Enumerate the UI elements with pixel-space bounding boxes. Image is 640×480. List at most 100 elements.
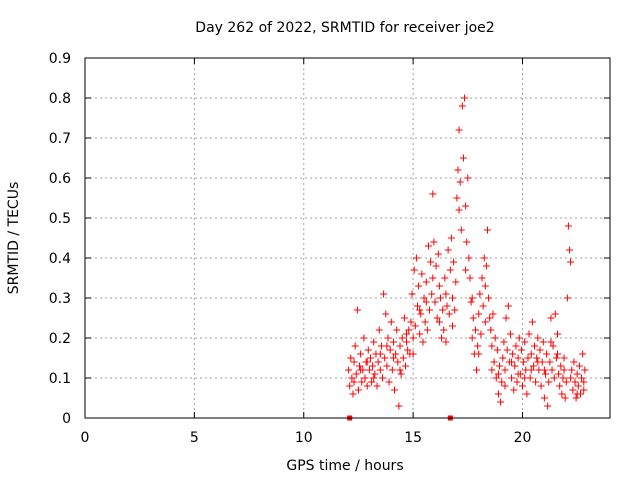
data-point [476, 290, 484, 298]
data-point [562, 378, 570, 386]
data-point [532, 378, 540, 386]
data-point [466, 274, 474, 282]
data-point [572, 394, 580, 402]
data-point [350, 378, 358, 386]
data-point [479, 302, 487, 310]
data-point [438, 334, 446, 342]
data-point [395, 402, 403, 410]
data-point [365, 366, 373, 374]
data-point [370, 374, 378, 382]
data-point [421, 318, 429, 326]
data-point [578, 374, 586, 382]
data-point [416, 330, 424, 338]
data-point [346, 382, 354, 390]
data-point [401, 362, 409, 370]
data-point [581, 366, 589, 374]
data-point [361, 374, 369, 382]
x-tick-label: 20 [514, 430, 532, 446]
data-point [414, 302, 421, 310]
data-point [536, 346, 544, 354]
data-point [417, 310, 425, 318]
y-axis-label: SRMTID / TECUs [6, 182, 22, 295]
data-point [521, 374, 529, 382]
x-tick-label: 10 [295, 430, 313, 446]
data-point [393, 326, 401, 334]
data-point [493, 346, 501, 354]
data-point [561, 394, 569, 402]
data-point [422, 298, 430, 306]
data-point [357, 366, 365, 374]
data-point [494, 390, 502, 398]
y-tick-label: 0.6 [49, 171, 71, 187]
data-point [550, 374, 558, 382]
data-point [420, 294, 428, 302]
data-point [508, 374, 516, 382]
data-point [380, 290, 388, 298]
data-point [389, 338, 397, 346]
data-point [490, 358, 498, 366]
data-point [540, 366, 548, 374]
data-point [574, 382, 582, 390]
data-point [465, 254, 473, 262]
data-point [394, 358, 402, 366]
data-point [384, 334, 392, 342]
data-point [435, 318, 443, 326]
data-point [396, 366, 404, 374]
data-point [398, 334, 406, 342]
data-point [387, 318, 395, 326]
data-point [347, 354, 355, 362]
data-point [405, 326, 413, 334]
data-point [435, 282, 443, 290]
data-point [356, 362, 364, 370]
data-point [488, 342, 496, 350]
data-point [520, 358, 528, 366]
data-point [571, 378, 579, 386]
data-point [487, 326, 495, 334]
data-point [473, 366, 481, 374]
data-point [515, 334, 523, 342]
data-point [364, 346, 372, 354]
data-point [474, 342, 482, 350]
data-point [403, 330, 411, 338]
data-point [440, 326, 448, 334]
data-point [521, 338, 529, 346]
data-point [376, 350, 384, 358]
data-point [509, 350, 517, 358]
data-point [444, 246, 452, 254]
data-point [458, 102, 466, 110]
data-point [429, 274, 437, 282]
data-point [485, 294, 493, 302]
data-point [386, 346, 394, 354]
data-point [506, 330, 514, 338]
y-tick-label: 0 [62, 411, 71, 427]
data-point [426, 306, 434, 314]
data-point [547, 338, 555, 346]
data-point [407, 318, 415, 326]
data-point [430, 238, 438, 246]
data-point [369, 362, 377, 370]
data-point [375, 326, 383, 334]
data-point [558, 390, 566, 398]
data-point [496, 362, 504, 370]
data-point [419, 338, 427, 346]
data-point [351, 342, 359, 350]
data-point [570, 358, 578, 366]
data-point [514, 354, 522, 362]
x-tick-label: 5 [190, 430, 199, 446]
x-axis-label: GPS time / hours [286, 458, 403, 474]
data-point [491, 334, 499, 342]
data-points [345, 94, 589, 410]
data-point [478, 274, 486, 282]
x-tick-label: 15 [404, 430, 422, 446]
data-point [411, 322, 419, 330]
data-point [409, 350, 417, 358]
data-point [416, 306, 424, 314]
data-point [481, 318, 489, 326]
data-point [563, 294, 571, 302]
data-point [546, 358, 554, 366]
data-point [436, 294, 444, 302]
data-point [580, 378, 588, 386]
data-point [580, 386, 588, 394]
data-point [368, 378, 376, 386]
